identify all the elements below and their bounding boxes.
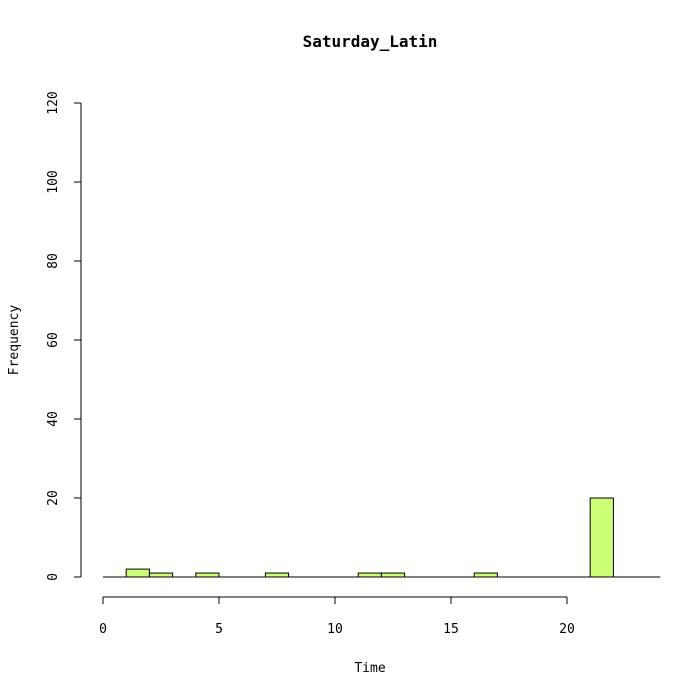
histogram-bar-6 [473, 572, 498, 578]
y-axis: 0 20 40 60 80 100 120 [46, 91, 82, 581]
x-tick-label-0: 0 [99, 622, 107, 637]
x-tick-label-10: 10 [327, 622, 343, 637]
chart-title: Saturday_Latin [303, 32, 438, 51]
histogram-bar-5 [380, 572, 406, 578]
histogram-bar-3 [264, 572, 290, 578]
x-tick-label-5: 5 [215, 622, 223, 637]
x-axis: 0 5 10 15 20 [99, 596, 575, 637]
x-tick-label-20: 20 [559, 622, 575, 637]
y-tick-label-40: 40 [46, 411, 61, 427]
y-tick-label-120: 120 [46, 91, 61, 114]
x-tick-label-15: 15 [443, 622, 459, 637]
y-tick-label-0: 0 [46, 573, 61, 581]
histogram-bar-7 [589, 497, 614, 578]
y-axis-label: Frequency [7, 305, 22, 376]
histogram-bar-0 [125, 568, 150, 578]
y-tick-label-20: 20 [46, 490, 61, 506]
bars-group [125, 497, 614, 578]
y-tick-label-80: 80 [46, 253, 61, 269]
histogram-bar-1 [148, 572, 174, 578]
y-tick-label-100: 100 [46, 170, 61, 193]
histogram-bar-2 [195, 572, 220, 578]
x-axis-label: Time [354, 661, 385, 676]
y-tick-label-60: 60 [46, 332, 61, 348]
histogram-bar-4 [357, 572, 382, 578]
